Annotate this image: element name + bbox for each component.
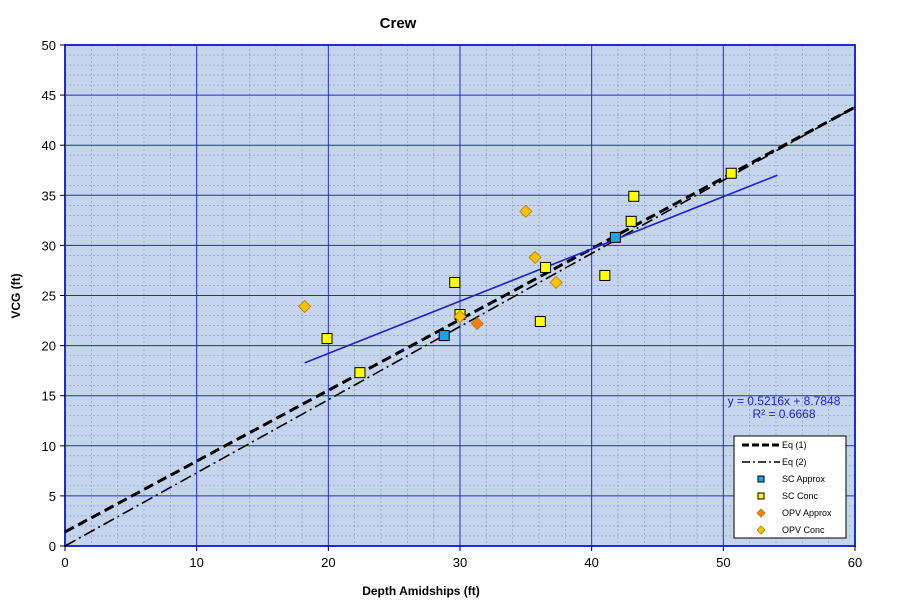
- y-tick-label: 5: [49, 489, 56, 504]
- trendline-label: y = 0.5216x + 8.7848 R² = 0.6668: [728, 394, 841, 421]
- point-sc-conc: [321, 333, 333, 345]
- y-tick-label: 0: [49, 539, 56, 554]
- point-opv-conc: [519, 204, 533, 218]
- x-tick-label: 40: [584, 555, 598, 570]
- trendline-equation: y = 0.5216x + 8.7848: [728, 394, 841, 408]
- point-opv-conc: [298, 299, 312, 314]
- legend: Eq (1) Eq (2) SC Approx SC Conc OPV Approx OP…: [733, 435, 847, 539]
- x-tick-label: 60: [848, 555, 862, 570]
- point-opv-approx: [470, 316, 484, 331]
- point-sc-conc: [540, 261, 552, 273]
- point-opv-conc: [528, 250, 542, 264]
- point-sc-conc: [449, 276, 461, 288]
- point-opv-conc: [549, 275, 563, 290]
- y-tick-label: 35: [42, 188, 56, 203]
- point-sc-conc: [534, 316, 546, 328]
- point-sc-conc: [599, 269, 611, 281]
- point-sc-conc: [628, 190, 640, 202]
- y-tick-label: 45: [42, 88, 56, 103]
- y-tick-label: 15: [42, 389, 56, 404]
- x-tick-label: 30: [453, 555, 467, 570]
- point-sc-conc: [625, 215, 637, 227]
- legend-label-opv-approx: OPV Approx: [782, 508, 832, 518]
- y-axis-title: VCG (ft): [9, 273, 23, 318]
- legend-label-sc-conc: SC Conc: [782, 491, 819, 501]
- y-tick-label: 20: [42, 339, 56, 354]
- legend-label-opv-conc: OPV Conc: [782, 525, 825, 535]
- y-tick-label: 30: [42, 238, 56, 253]
- point-sc-approx: [438, 330, 450, 342]
- legend-label-eq-1: Eq (1): [782, 440, 807, 450]
- chart-title: Crew: [380, 15, 417, 32]
- plot-area: 0 10 20 30 40 50 60 0 5 10 15 20 25 30 35 40 45 50: [42, 38, 863, 570]
- x-tick-label: 0: [61, 555, 68, 570]
- legend-swatch-opv-conc: [756, 525, 766, 535]
- legend-label-eq-2: Eq (2): [782, 457, 807, 467]
- x-axis-title: Depth Amidships (ft): [362, 584, 480, 598]
- x-tick-label: 50: [716, 555, 730, 570]
- legend-swatch-opv-approx: [756, 508, 766, 518]
- y-tick-label: 25: [42, 289, 56, 304]
- legend-swatch-sc-conc: [757, 492, 765, 500]
- legend-swatch-sc-approx: [757, 475, 765, 483]
- y-tick-label: 50: [42, 38, 56, 53]
- series-line-eq-2: [64, 106, 856, 547]
- point-sc-approx: [609, 231, 621, 243]
- legend-box: [733, 435, 847, 539]
- x-tick-label: 10: [189, 555, 203, 570]
- trendline-r-squared: R² = 0.6668: [752, 407, 815, 421]
- legend-label-sc-approx: SC Approx: [782, 474, 826, 484]
- y-tick-label: 10: [42, 439, 56, 454]
- x-tick-label: 20: [321, 555, 335, 570]
- y-tick-label: 40: [42, 138, 56, 153]
- point-sc-conc: [354, 367, 366, 379]
- point-opv-conc: [453, 309, 467, 324]
- point-sc-conc: [725, 167, 737, 179]
